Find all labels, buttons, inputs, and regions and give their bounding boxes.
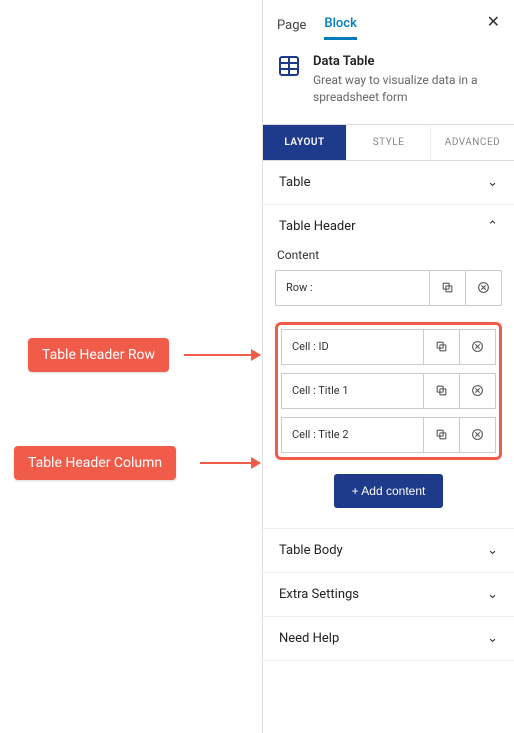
section-extra-settings-label: Extra Settings — [279, 587, 359, 602]
top-tabs: Page Block ✕ — [263, 0, 514, 40]
delete-icon[interactable] — [459, 330, 495, 364]
chevron-down-icon: ⌄ — [487, 175, 498, 190]
copy-icon[interactable] — [423, 330, 459, 364]
chevron-up-icon: ⌃ — [487, 219, 498, 234]
block-header: Data Table Great way to visualize data i… — [263, 40, 514, 124]
content-label: Content — [275, 248, 502, 262]
block-description: Great way to visualize data in a spreads… — [313, 72, 500, 106]
section-need-help-head[interactable]: Need Help ⌄ — [263, 617, 514, 660]
chevron-down-icon: ⌄ — [487, 631, 498, 646]
header-cell-item[interactable]: Cell : Title 2 — [281, 417, 496, 453]
section-table-header-label: Table Header — [279, 219, 356, 234]
tab-page[interactable]: Page — [277, 12, 306, 39]
section-table-header-body: Content Row : Cell : ID — [263, 248, 514, 528]
section-table-header-head[interactable]: Table Header ⌃ — [263, 205, 514, 248]
block-header-text: Data Table Great way to visualize data i… — [313, 54, 500, 106]
section-table-body-head[interactable]: Table Body ⌄ — [263, 529, 514, 572]
section-table-header: Table Header ⌃ Content Row : Cell : ID — [263, 205, 514, 529]
delete-icon[interactable] — [459, 418, 495, 452]
header-cell-item[interactable]: Cell : ID — [281, 329, 496, 365]
section-need-help: Need Help ⌄ — [263, 617, 514, 661]
callout-header-row: Table Header Row — [28, 338, 169, 372]
copy-icon[interactable] — [423, 374, 459, 408]
copy-icon[interactable] — [429, 271, 465, 305]
section-need-help-label: Need Help — [279, 631, 339, 646]
section-extra-settings-head[interactable]: Extra Settings ⌄ — [263, 573, 514, 616]
chevron-down-icon: ⌄ — [487, 543, 498, 558]
section-extra-settings: Extra Settings ⌄ — [263, 573, 514, 617]
data-table-icon — [277, 54, 301, 78]
section-table-head[interactable]: Table ⌄ — [263, 161, 514, 204]
settings-tabs: LAYOUT STYLE ADVANCED — [263, 124, 514, 161]
header-cell-label: Cell : Title 2 — [282, 418, 423, 452]
header-cell-label: Cell : ID — [282, 330, 423, 364]
header-row-label: Row : — [276, 271, 429, 305]
arrow-icon — [184, 354, 260, 356]
section-table-body-label: Table Body — [279, 543, 343, 558]
arrow-icon — [200, 462, 260, 464]
tab-advanced[interactable]: ADVANCED — [431, 125, 514, 160]
header-cell-item[interactable]: Cell : Title 1 — [281, 373, 496, 409]
header-row-item[interactable]: Row : — [275, 270, 502, 306]
block-settings-panel: Page Block ✕ Data Table Great way to vis… — [262, 0, 514, 733]
section-table: Table ⌄ — [263, 161, 514, 205]
tab-block[interactable]: Block — [324, 10, 356, 40]
tab-layout[interactable]: LAYOUT — [263, 125, 347, 160]
header-cell-label: Cell : Title 1 — [282, 374, 423, 408]
close-icon[interactable]: ✕ — [487, 12, 500, 31]
chevron-down-icon: ⌄ — [487, 587, 498, 602]
add-content-button[interactable]: + Add content — [334, 474, 444, 508]
tab-style[interactable]: STYLE — [347, 125, 431, 160]
header-cells-group: Cell : ID Cell : Title 1 — [275, 322, 502, 460]
delete-icon[interactable] — [465, 271, 501, 305]
block-title: Data Table — [313, 54, 500, 69]
delete-icon[interactable] — [459, 374, 495, 408]
copy-icon[interactable] — [423, 418, 459, 452]
section-table-label: Table — [279, 175, 310, 190]
section-table-body: Table Body ⌄ — [263, 529, 514, 573]
callout-header-column: Table Header Column — [14, 446, 176, 480]
